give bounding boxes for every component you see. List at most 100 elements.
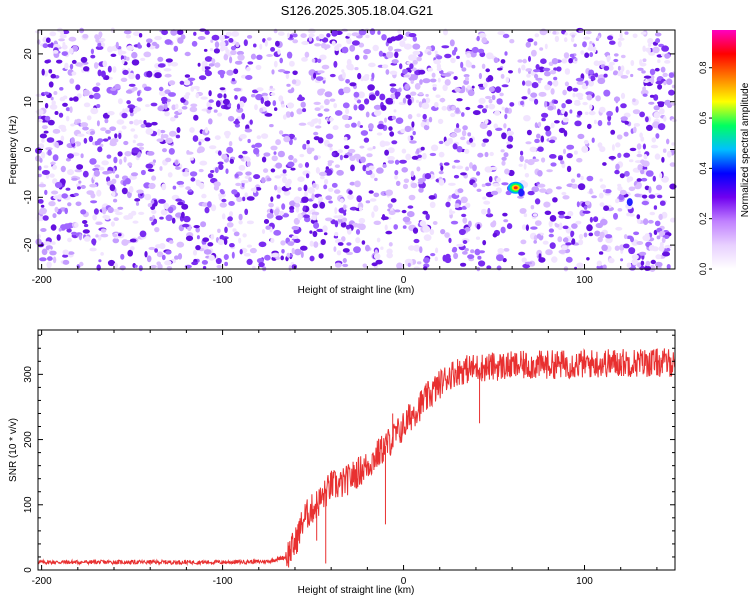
spectrogram-cell (304, 162, 310, 168)
spectrogram-cell (522, 263, 531, 269)
spectrogram-cell (569, 109, 573, 114)
spectrogram-cell (531, 82, 539, 89)
spectrogram-cell (171, 217, 176, 224)
spectrogram-cell (282, 114, 287, 120)
spectrogram-cell (83, 137, 88, 144)
spectrogram-cell (393, 109, 397, 113)
spectrogram-cell (309, 255, 315, 262)
spectrogram-cell (161, 183, 167, 191)
spectrogram-cell (183, 215, 191, 223)
spectrogram-cell (388, 242, 393, 247)
spectrogram-cell (168, 92, 176, 97)
spectrogram-cell (187, 77, 196, 82)
spectrogram-cell (588, 110, 596, 116)
spectrogram-cell (191, 261, 199, 266)
spectrogram-cell (203, 249, 212, 255)
spectrogram-cell (50, 96, 54, 101)
spectrogram-cell (373, 104, 382, 110)
spectrogram-cell (423, 234, 432, 242)
spectrogram-cell (454, 87, 461, 93)
spectrogram-cell (410, 182, 418, 189)
spectrogram-cell (430, 253, 436, 257)
spectrogram-cell (277, 31, 285, 36)
spectrogram-cell (251, 144, 256, 149)
spectrogram-cell (423, 124, 430, 131)
x-tick-label: -100 (213, 275, 233, 286)
spectrogram-cell (534, 98, 539, 105)
spectrogram-cell (213, 109, 218, 113)
spectrogram-cell (223, 238, 228, 245)
spectrogram-cell (126, 45, 134, 51)
spectrogram-cell (338, 88, 345, 96)
spectrogram-cell (347, 194, 354, 200)
spectrogram-cell (524, 261, 533, 265)
spectrogram-cell (290, 167, 296, 171)
spectrogram-cell (590, 75, 596, 81)
spectrogram-cell (60, 135, 65, 142)
spectrogram-cell (41, 125, 48, 130)
spectrogram-cell (50, 73, 57, 79)
spectrogram-cell (534, 73, 539, 79)
spectrogram-cell (342, 71, 346, 79)
spectrogram-cell (115, 211, 123, 216)
spectrogram-cell (524, 80, 532, 87)
spectrogram-cell (318, 33, 325, 40)
spectrogram-cell (486, 52, 494, 60)
spectrogram-cell (262, 38, 266, 43)
spectrogram-cell (231, 78, 236, 82)
spectrogram-cell (438, 140, 444, 145)
spectrogram-cell (136, 97, 143, 102)
spectrogram-cell (62, 30, 70, 35)
spectrogram-cell (225, 134, 230, 139)
spectrogram-cell (345, 108, 350, 115)
spectrogram-cell (421, 102, 430, 110)
spectrogram-cell (342, 217, 348, 223)
spectrogram-cell (666, 138, 670, 145)
spectrogram-cell (70, 137, 75, 144)
spectrogram-cell (246, 66, 251, 72)
spectrogram-cell (599, 106, 606, 113)
spectrogram-cell (658, 108, 665, 115)
spectrogram-cell (360, 156, 366, 163)
spectrogram-cell (594, 230, 601, 237)
spectrogram-cell (151, 209, 157, 214)
spectrogram-cell (643, 265, 652, 271)
spectrogram-cell (460, 262, 467, 267)
spectrogram-cell (593, 60, 600, 66)
spectrogram-cell (100, 70, 106, 78)
spectrogram-cell (59, 34, 67, 39)
spectrogram-cell (451, 49, 457, 56)
spectrogram-cell (456, 98, 463, 102)
spectrogram-cell (164, 260, 172, 266)
spectrogram-cell (464, 248, 469, 252)
spectrogram-cell (127, 249, 133, 257)
spectrogram-cell (403, 74, 410, 78)
spectrogram-cell (563, 111, 568, 117)
spectrogram-cell (478, 260, 486, 267)
spectrogram-cell (312, 230, 318, 238)
spectrogram-cell (387, 147, 395, 154)
spectrogram-cell (154, 72, 162, 79)
spectrogram-cell (359, 125, 364, 128)
spectrogram-cell (427, 67, 434, 72)
spectrogram-cell (606, 55, 611, 61)
spectrogram-cell (318, 253, 324, 259)
spectrogram-cell (574, 57, 578, 62)
spectrogram-cell (223, 130, 231, 137)
spectrogram-cell (472, 182, 478, 188)
spectrogram-cell (588, 80, 595, 87)
spectrogram-cell (503, 123, 507, 129)
spectrogram-cell (575, 92, 584, 98)
spectrogram-cell (358, 217, 366, 224)
spectrogram-cell (146, 255, 152, 263)
spectrogram-cell (353, 246, 361, 254)
spectrogram-cell (234, 95, 238, 100)
spectrogram-cell (599, 178, 603, 182)
spectrogram-cell (607, 121, 611, 126)
spectrogram-cell (501, 156, 507, 161)
spectrogram-cell (255, 64, 262, 70)
spectrogram-cell (82, 34, 89, 39)
spectrogram-cell (241, 113, 246, 120)
spectrogram-cell (570, 37, 575, 43)
spectrogram-cell (642, 234, 651, 242)
